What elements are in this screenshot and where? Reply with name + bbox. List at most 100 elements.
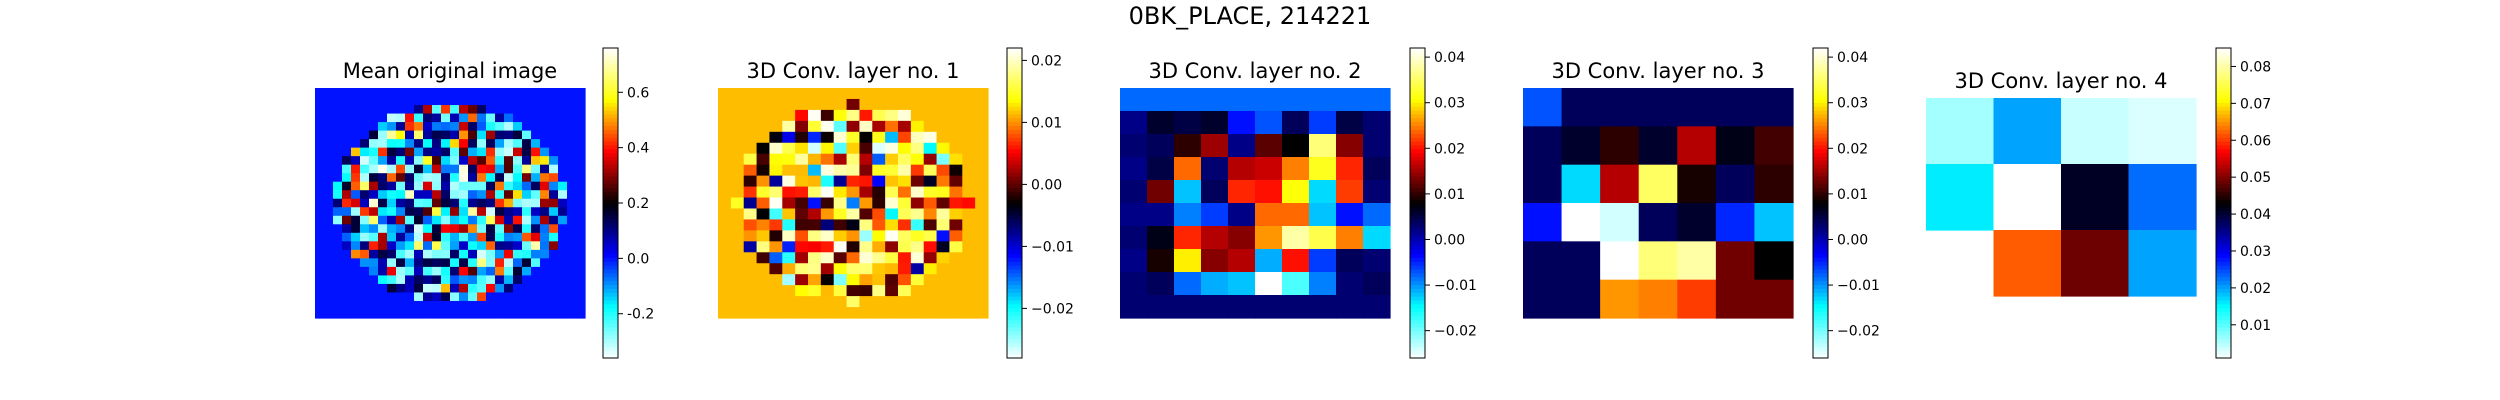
heatmap-cell — [1228, 203, 1256, 227]
heatmap-cell — [486, 105, 496, 115]
colorbar-segment — [2216, 210, 2231, 216]
heatmap-cell — [360, 156, 370, 166]
colorbar-segment — [1813, 334, 1828, 340]
heatmap-cell — [396, 122, 406, 132]
colorbar-segment — [1813, 280, 1828, 285]
heatmap-cell — [1600, 279, 1640, 319]
heatmap-cell — [1336, 203, 1364, 227]
heatmap-cell — [898, 164, 912, 177]
heatmap-cell — [450, 275, 460, 285]
heatmap-cell — [885, 296, 899, 308]
heatmap-cell — [567, 147, 577, 157]
heatmap-cell — [730, 98, 745, 111]
heatmap-cell — [387, 198, 397, 208]
heatmap-cell — [923, 88, 938, 100]
heatmap-cell — [351, 181, 361, 191]
heatmap-cell — [504, 241, 514, 251]
heatmap-cell — [504, 164, 514, 174]
heatmap-cell — [315, 275, 325, 285]
colorbar-segment — [603, 319, 618, 324]
heatmap-cell — [795, 120, 809, 133]
colorbar-segment — [1410, 342, 1425, 347]
heatmap-cell — [423, 266, 433, 277]
heatmap-cell — [450, 258, 460, 268]
heatmap-cell — [820, 252, 835, 264]
heatmap-cell — [558, 215, 568, 225]
colorbar-segment — [1813, 261, 1828, 266]
heatmap-cell — [558, 249, 568, 259]
heatmap-cell — [1926, 98, 1995, 165]
colorbar-segment — [603, 253, 618, 258]
heatmap-cell — [486, 207, 496, 217]
colorbar-segment — [1007, 129, 1022, 134]
heatmap-cell — [504, 300, 514, 311]
heatmap-cell — [949, 98, 963, 111]
heatmap-cell — [495, 139, 505, 149]
colorbar-segment — [1813, 63, 1828, 68]
colorbar-segment — [2216, 175, 2231, 181]
colorbar-segment — [1007, 230, 1022, 235]
heatmap-cell — [1638, 279, 1678, 319]
heatmap-cell — [351, 113, 361, 123]
colorbar-segment — [1007, 319, 1022, 324]
heatmap-cell — [859, 285, 873, 297]
heatmap-cell — [1715, 279, 1756, 319]
heatmap-cell — [369, 258, 379, 268]
heatmap-cell — [531, 156, 541, 166]
heatmap-cell — [558, 88, 568, 98]
heatmap-cell — [486, 224, 496, 234]
heatmap-cell — [333, 266, 343, 277]
heatmap-cell — [540, 173, 550, 183]
colorbar-segment — [2216, 98, 2231, 103]
colorbar-segment — [1813, 226, 1828, 231]
heatmap-cell — [1600, 88, 1640, 127]
colorbar-tick-label: 0.02 — [1434, 141, 1465, 157]
heatmap-cell — [1228, 295, 1256, 319]
colorbar-segment — [1813, 67, 1828, 72]
heatmap-cell — [769, 252, 783, 264]
heatmap-cell — [477, 181, 487, 191]
heatmap-cell — [567, 232, 577, 242]
colorbar-segment — [603, 98, 618, 103]
heatmap-cell — [450, 156, 460, 166]
heatmap-cell — [441, 156, 451, 166]
heatmap-cell — [936, 197, 951, 210]
heatmap-cell — [342, 207, 352, 217]
heatmap-cell — [459, 258, 469, 268]
heatmap-cell — [558, 105, 568, 115]
heatmap-cell — [540, 130, 550, 140]
heatmap-cell — [360, 232, 370, 242]
heatmap-cell — [549, 181, 559, 191]
heatmap-cell — [540, 258, 550, 268]
heatmap-cell — [315, 258, 325, 268]
heatmap-cell — [1363, 157, 1391, 181]
colorbar-segment — [1007, 86, 1022, 92]
heatmap-cell — [549, 309, 559, 319]
heatmap-cell — [769, 98, 783, 111]
heatmap-cell — [360, 249, 370, 259]
heatmap-cell — [1309, 157, 1337, 181]
heatmap-cell — [351, 266, 361, 277]
heatmap-cell — [795, 208, 809, 221]
heatmap-cell — [441, 181, 451, 191]
heatmap-cell — [387, 96, 397, 106]
heatmap-cell — [477, 275, 487, 285]
colorbar-segment — [2216, 292, 2231, 297]
heatmap-cell — [468, 173, 478, 183]
heatmap-cell — [441, 283, 451, 294]
heatmap-cell — [504, 130, 514, 140]
heatmap-cell — [387, 147, 397, 157]
heatmap-cell — [351, 249, 361, 259]
heatmap-cell — [414, 198, 424, 208]
colorbar-segment — [1410, 199, 1425, 204]
colorbar-segment — [1813, 86, 1828, 92]
heatmap-cell — [962, 296, 976, 308]
heatmap-cell — [495, 292, 505, 302]
heatmap-cell — [495, 105, 505, 115]
heatmap-cell — [351, 122, 361, 132]
heatmap-cell — [872, 142, 886, 155]
heatmap-cell — [360, 173, 370, 183]
colorbar-frame — [1006, 47, 1023, 359]
heatmap-cell — [558, 139, 568, 149]
heatmap-cell — [846, 285, 861, 297]
